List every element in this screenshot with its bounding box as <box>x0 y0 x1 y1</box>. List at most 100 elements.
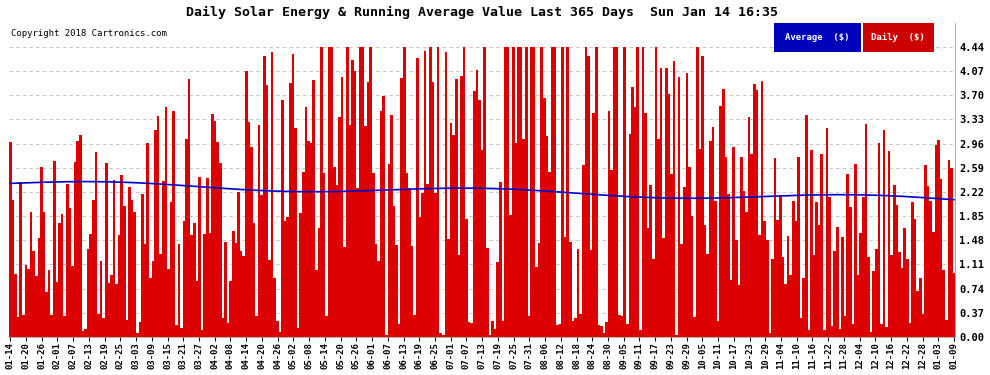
Bar <box>714 201 717 337</box>
Bar <box>447 239 449 337</box>
Bar <box>134 212 136 337</box>
Bar <box>662 238 665 337</box>
Bar <box>672 61 675 337</box>
Bar <box>639 330 642 337</box>
Bar <box>683 187 686 337</box>
Bar <box>520 47 523 337</box>
Bar <box>81 332 84 337</box>
Bar <box>105 163 108 337</box>
Bar <box>805 115 808 337</box>
Bar <box>260 195 263 337</box>
Bar <box>222 318 224 337</box>
Bar <box>909 322 911 337</box>
Bar <box>600 326 603 337</box>
Bar <box>758 234 761 337</box>
Bar <box>745 212 747 337</box>
Bar <box>323 173 326 337</box>
Bar <box>17 317 20 337</box>
Bar <box>281 100 284 337</box>
Bar <box>115 284 118 337</box>
Bar <box>238 192 240 337</box>
Bar <box>95 152 97 337</box>
Bar <box>22 315 25 337</box>
Bar <box>842 237 843 337</box>
Bar <box>406 173 408 337</box>
Bar <box>55 282 58 337</box>
Bar <box>598 325 600 337</box>
Bar <box>864 124 867 337</box>
Bar <box>377 261 380 337</box>
Bar <box>657 140 659 337</box>
Bar <box>273 278 276 337</box>
Bar <box>947 160 950 337</box>
Bar <box>816 202 818 337</box>
Bar <box>944 320 947 337</box>
Bar <box>862 22 934 53</box>
Bar <box>843 316 846 337</box>
Bar <box>584 47 587 337</box>
Bar <box>530 47 533 337</box>
Bar <box>154 130 156 337</box>
Bar <box>914 219 917 337</box>
Bar <box>919 278 922 337</box>
Bar <box>888 151 890 337</box>
Bar <box>449 123 452 337</box>
Bar <box>268 260 271 337</box>
Bar <box>344 247 346 337</box>
Bar <box>20 182 22 337</box>
Bar <box>618 315 621 337</box>
Bar <box>470 323 473 337</box>
Bar <box>245 70 248 337</box>
Bar <box>318 228 320 337</box>
Bar <box>574 318 577 337</box>
Bar <box>374 244 377 337</box>
Bar <box>577 249 579 337</box>
Bar <box>797 157 800 337</box>
Bar <box>834 252 836 337</box>
Bar <box>468 322 470 337</box>
Bar <box>771 260 774 337</box>
Bar <box>611 170 613 337</box>
Bar <box>169 202 172 337</box>
Bar <box>201 330 203 337</box>
Bar <box>637 47 639 337</box>
Bar <box>821 154 823 337</box>
Bar <box>504 47 507 337</box>
Bar <box>235 243 238 337</box>
Bar <box>925 165 927 337</box>
Bar <box>571 321 574 337</box>
Bar <box>678 77 680 337</box>
Bar <box>359 47 361 337</box>
Bar <box>742 191 745 337</box>
Bar <box>556 325 558 337</box>
Bar <box>730 280 733 337</box>
Bar <box>605 322 608 337</box>
Bar <box>250 147 252 337</box>
Bar <box>942 270 944 337</box>
Bar <box>424 51 427 337</box>
Bar <box>289 83 292 337</box>
Bar <box>917 291 919 337</box>
Bar <box>755 90 758 337</box>
Bar <box>421 194 424 337</box>
Bar <box>496 262 499 337</box>
Bar <box>893 185 896 337</box>
Bar <box>257 124 260 337</box>
Bar <box>284 221 286 337</box>
Bar <box>808 330 810 337</box>
Bar <box>188 80 190 337</box>
Bar <box>494 329 496 337</box>
Bar <box>483 47 486 337</box>
Bar <box>733 147 735 337</box>
Bar <box>818 225 821 337</box>
Bar <box>491 321 494 337</box>
Bar <box>193 223 196 337</box>
Bar <box>512 47 515 337</box>
Bar <box>419 217 421 337</box>
Bar <box>592 113 595 337</box>
Bar <box>741 157 742 337</box>
Bar <box>60 213 63 337</box>
Bar <box>131 200 134 337</box>
Bar <box>569 242 571 337</box>
Bar <box>699 149 701 337</box>
